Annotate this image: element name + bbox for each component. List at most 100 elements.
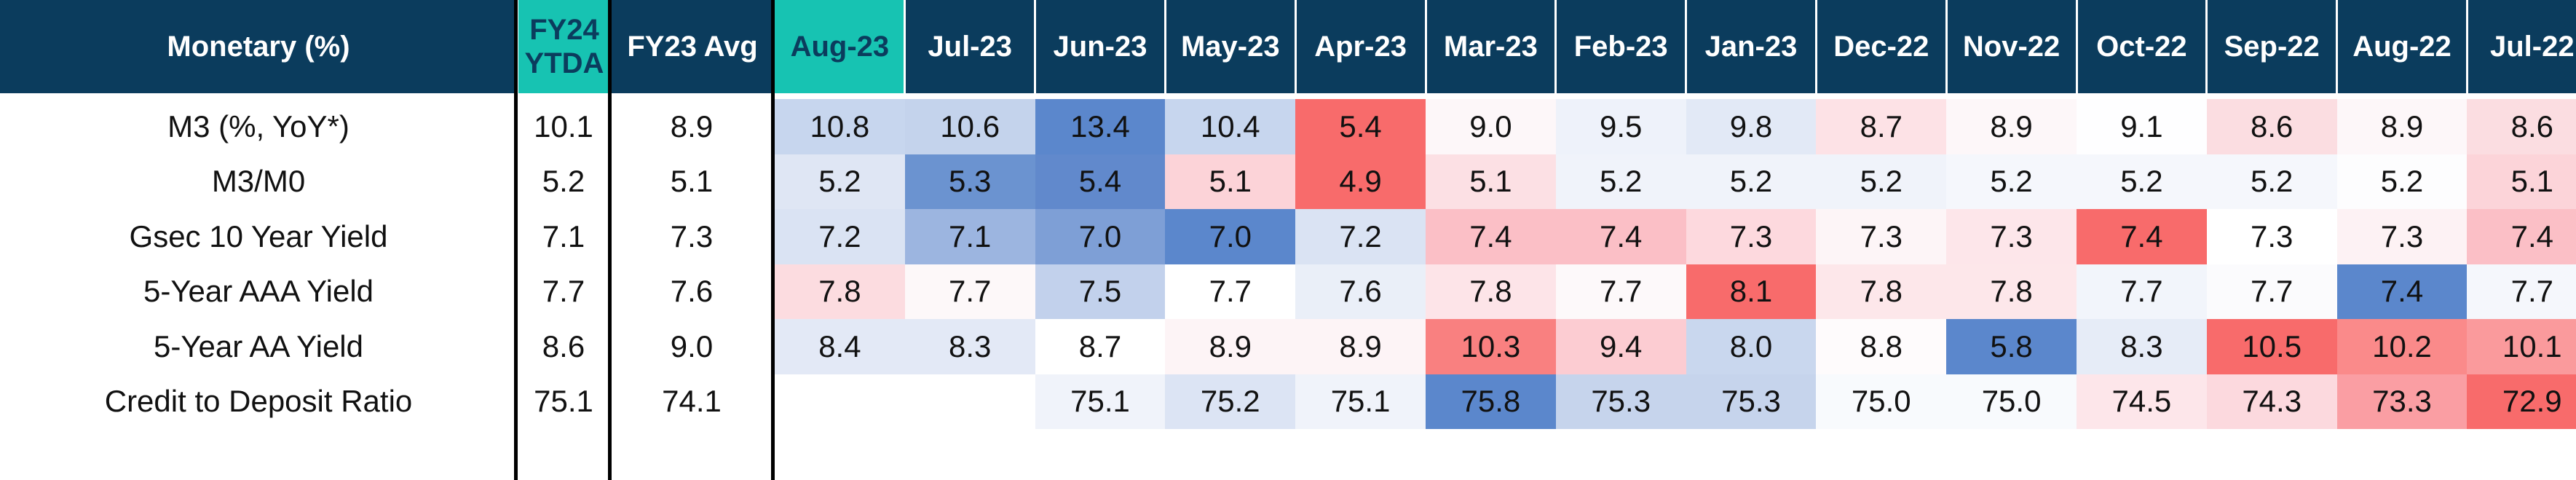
heatmap-cell: 8.9	[1165, 319, 1296, 374]
heatmap-cell: 8.6	[2206, 99, 2337, 154]
heatmap-cell: 9.4	[1555, 319, 1686, 374]
ytd-value: 7.7	[542, 274, 585, 309]
heatmap-cell: 8.9	[1295, 319, 1426, 374]
header-month: Aug-23	[775, 0, 905, 93]
heatmap-cell: 5.1	[1165, 154, 1296, 209]
heatmap-cell: 10.4	[1165, 99, 1296, 154]
avg-value: 9.0	[670, 328, 714, 363]
heatmap-cell: 7.8	[1426, 264, 1556, 319]
header-month: Mar-23	[1426, 0, 1556, 93]
heatmap-cell: 7.6	[1295, 264, 1426, 319]
heatmap-cell: 7.3	[1946, 209, 2077, 264]
heatmap-cell: 10.8	[775, 99, 905, 154]
heatmap-cell: 5.2	[2206, 154, 2337, 209]
heatmap-cell: 7.7	[2467, 264, 2576, 319]
heatmap-cell: 8.0	[1686, 319, 1817, 374]
header-separator	[1294, 0, 1297, 93]
heatmap-cell: 5.2	[2077, 154, 2207, 209]
heatmap-cell: 7.4	[2336, 264, 2468, 319]
heatmap-cell: 7.7	[2206, 264, 2337, 319]
header-fy23-avg: FY23 Avg	[612, 0, 773, 93]
heatmap-cell: 7.3	[2206, 209, 2337, 264]
heatmap-cell: 10.3	[1426, 319, 1556, 374]
heatmap-cell: 5.2	[1946, 154, 2077, 209]
ytd-value: 5.2	[542, 164, 585, 199]
heatmap-cell: 7.4	[1555, 209, 1686, 264]
heatmap-cell: 8.3	[904, 319, 1035, 374]
heatmap-cell: 13.4	[1035, 99, 1166, 154]
avg-value: 7.6	[670, 274, 714, 309]
header-month: Jul-22	[2467, 0, 2576, 93]
heatmap-cell: 8.6	[2467, 99, 2576, 154]
heatmap-cell: 10.1	[2467, 319, 2576, 374]
header-metric: Monetary (%)	[0, 0, 517, 93]
header-separator	[1034, 0, 1037, 93]
header-separator	[904, 0, 906, 93]
header-separator	[2205, 0, 2208, 93]
heatmap-cell: 5.1	[1426, 154, 1556, 209]
header-separator	[1554, 0, 1557, 93]
row-label: 5-Year AA Yield	[153, 328, 363, 363]
heatmap-cell: 5.2	[1555, 154, 1686, 209]
header-separator	[1814, 0, 1817, 93]
heatmap-cell: 5.8	[1946, 319, 2077, 374]
heatmap-cell: 8.7	[1816, 99, 1947, 154]
heatmap-cell: 8.8	[1816, 319, 1947, 374]
ytd-value: 8.6	[542, 328, 585, 363]
heatmap-cell: 74.3	[2206, 374, 2337, 429]
row-label: Credit to Deposit Ratio	[104, 384, 413, 419]
heatmap-cell: 5.2	[1686, 154, 1817, 209]
heatmap-cell: 7.2	[775, 209, 905, 264]
heatmap-cell: 8.4	[775, 319, 905, 374]
heatmap-cell: 75.3	[1686, 374, 1817, 429]
heatmap-cell: 7.3	[1686, 209, 1817, 264]
heatmap-cell: 7.8	[775, 264, 905, 319]
heatmap-cell: 75.3	[1555, 374, 1686, 429]
heatmap-cell	[904, 374, 1035, 429]
header-month: Jul-23	[904, 0, 1035, 93]
heatmap-cell: 7.5	[1035, 264, 1166, 319]
heatmap-cell: 7.8	[1816, 264, 1947, 319]
heatmap-cell: 5.2	[1816, 154, 1947, 209]
header-separator	[1685, 0, 1688, 93]
header-month: Sep-22	[2206, 0, 2337, 93]
ytd-value: 10.1	[534, 109, 593, 143]
heatmap-cell: 73.3	[2336, 374, 2468, 429]
row-label: M3/M0	[211, 164, 306, 199]
heatmap-cell: 7.7	[2077, 264, 2207, 319]
heatmap-cell: 7.7	[904, 264, 1035, 319]
heatmap-cell: 5.2	[2336, 154, 2468, 209]
header-month: Nov-22	[1946, 0, 2077, 93]
heatmap-cell: 5.4	[1035, 154, 1166, 209]
avg-value: 7.3	[670, 219, 714, 253]
heatmap-cell: 9.5	[1555, 99, 1686, 154]
header-separator	[1945, 0, 1948, 93]
heatmap-cell: 10.6	[904, 99, 1035, 154]
avg-value: 8.9	[670, 109, 714, 143]
divider-left	[514, 0, 518, 480]
ytd-value: 75.1	[534, 384, 593, 419]
ytd-value: 7.1	[542, 219, 585, 253]
heatmap-cell: 7.4	[2077, 209, 2207, 264]
heatmap-cell: 75.1	[1295, 374, 1426, 429]
avg-value: 74.1	[662, 384, 722, 419]
row-label: Gsec 10 Year Yield	[129, 219, 388, 253]
heatmap-cell: 9.0	[1426, 99, 1556, 154]
heatmap-cell: 8.9	[1946, 99, 2077, 154]
header-separator	[1163, 0, 1166, 93]
heatmap-cell: 10.2	[2336, 319, 2468, 374]
heatmap-cell: 7.8	[1946, 264, 2077, 319]
heatmap-cell: 7.0	[1165, 209, 1296, 264]
header-month: Apr-23	[1295, 0, 1426, 93]
header-separator	[2336, 0, 2339, 93]
header-month: Aug-22	[2336, 0, 2468, 93]
heatmap-cell: 74.5	[2077, 374, 2207, 429]
header-month: May-23	[1165, 0, 1296, 93]
divider-right	[771, 0, 775, 480]
header-separator	[2465, 0, 2468, 93]
heatmap-cell: 7.1	[904, 209, 1035, 264]
heatmap-cell: 10.5	[2206, 319, 2337, 374]
header-separator	[1424, 0, 1427, 93]
heatmap-cell: 5.2	[775, 154, 905, 209]
heatmap-cell: 75.0	[1816, 374, 1947, 429]
